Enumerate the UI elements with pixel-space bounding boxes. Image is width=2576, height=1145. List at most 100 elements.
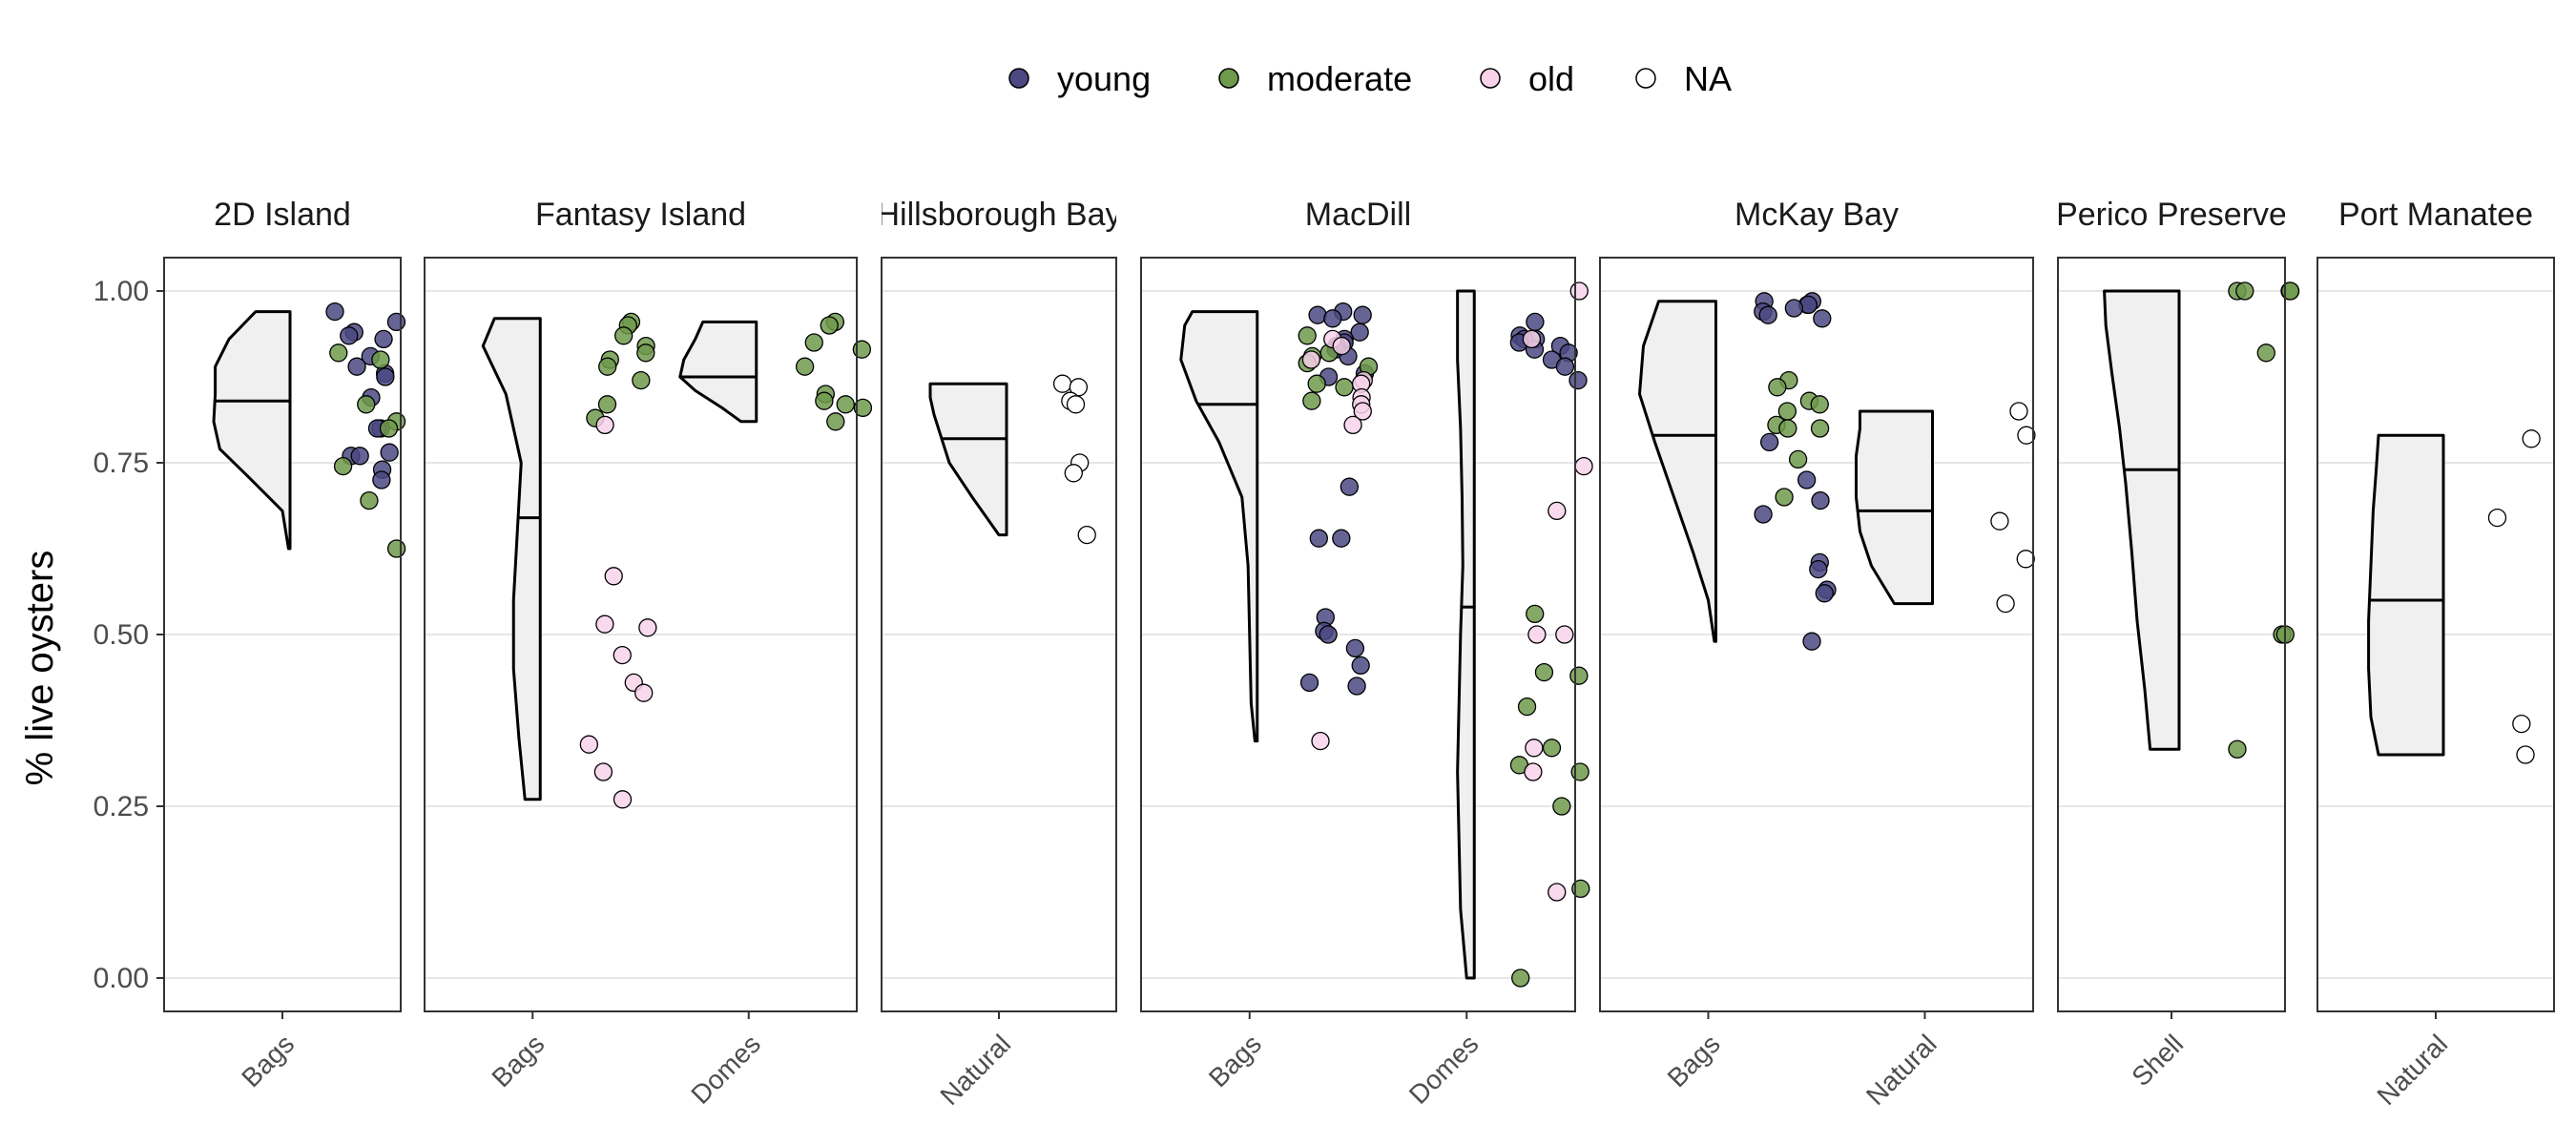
data-point-moderate [371,350,390,369]
half-violin [1179,310,1259,743]
data-point-young [340,326,359,345]
half-violin [2103,289,2181,751]
legend-key-old [1480,68,1501,89]
data-point-na [1064,464,1083,483]
data-point-moderate [386,539,406,558]
data-point-old [595,415,614,435]
data-point-moderate [614,326,634,345]
data-point-old [634,683,654,702]
x-tick-label: Natural [2371,1029,2453,1111]
x-tick-label: Bags [1203,1029,1267,1093]
data-point-young [376,367,395,386]
legend-key-na [1635,68,1656,89]
data-point-moderate [820,316,839,335]
data-point-young [347,357,366,376]
panel-border [881,257,1117,1012]
data-point-moderate [598,357,617,376]
y-tick-label: 1.00 [93,276,149,307]
data-point-na [1066,395,1086,414]
data-point-na [2522,429,2541,448]
data-point-moderate [1571,879,1590,899]
data-point-young [1784,299,1804,318]
data-point-old [593,762,613,781]
data-point-moderate [597,395,617,414]
data-point-young [1351,656,1370,676]
data-point-moderate [357,395,376,414]
data-point-moderate [1778,419,1797,438]
panel-border [163,257,402,1012]
y-tick-label: 0.75 [93,448,149,479]
data-point-moderate [836,395,855,414]
legend-label-moderate: moderate [1267,59,1412,98]
half-violin [481,317,542,802]
half-violin [1456,289,1476,980]
group-natural: Natural [2367,429,2541,1111]
data-point-young [1526,312,1545,332]
legend-key-moderate [1218,68,1239,89]
panel-border [424,257,858,1012]
data-point-moderate [636,344,655,363]
data-point-old [638,618,657,637]
data-point-old [1548,883,1567,902]
facet-title: Port Manatee [2338,197,2533,233]
data-point-moderate [2235,281,2254,301]
data-point-moderate [2280,281,2300,301]
data-point-young [386,312,406,332]
legend-label-young: young [1057,59,1151,98]
legend-item-old: old [1480,59,1574,98]
data-point-moderate [1307,374,1326,393]
data-point-young [1309,529,1328,548]
y-tick-label: 0.25 [93,791,149,822]
group-bags: Bags [1638,292,1837,1093]
data-point-moderate [360,490,379,510]
data-point-young [1802,632,1821,651]
half-violin [928,382,1008,537]
legend-item-young: young [1008,59,1151,98]
x-tick-label: Bags [1662,1029,1726,1093]
facet-title: Fantasy Island [535,197,746,233]
data-point-moderate [632,370,651,390]
data-point-old [1343,415,1362,435]
data-point-young [372,470,391,489]
x-tick-label: Shell [2126,1029,2189,1092]
data-point-moderate [1542,739,1562,758]
panel-border [2057,257,2286,1012]
data-point-old [604,567,623,586]
x-tick-label: Bags [486,1029,550,1093]
data-point-na [1077,525,1096,545]
data-point-old [1574,456,1593,476]
data-point-moderate [1302,391,1321,410]
data-point-moderate [826,412,845,431]
data-point-young [325,302,344,322]
facet-mckay-bay: McKay Bay Bags Natural [1599,197,2036,1111]
data-point-old [1311,731,1330,751]
data-point-young [1754,505,1773,524]
legend-item-na: NA [1635,59,1732,98]
data-point-young [1815,584,1834,603]
data-point-old [613,645,632,665]
legend: young moderate old NA [1008,59,1732,98]
y-tick-label: 0.00 [93,963,149,994]
data-point-young [1758,305,1777,324]
data-point-moderate [1552,797,1571,816]
data-point-young [1323,309,1342,328]
data-point-young [1299,673,1319,693]
data-point-moderate [853,398,873,418]
y-axis-title: % live oysters [19,551,61,786]
facet-title: Perico Preserve [2056,197,2287,233]
x-tick-label: Domes [1403,1029,1485,1110]
facet-macdill: MacDill Bags Domes [1140,197,1593,1110]
facet-perico-preserve: Perico Preserve Shell [2056,197,2300,1092]
half-violin [2367,433,2445,757]
x-tick-label: Domes [685,1029,766,1110]
panel-border [1599,257,2034,1012]
data-point-old [613,790,633,809]
data-point-moderate [1517,697,1537,717]
data-point-old [1522,329,1542,349]
data-point-moderate [1534,662,1554,682]
group-shell: Shell [2103,281,2300,1092]
data-point-young [1555,357,1575,376]
half-violin [1855,409,1934,606]
data-point-young [380,443,399,462]
facets: 2D Island Bags Fantasy Island Bags Domes Hill… [163,197,2555,1111]
